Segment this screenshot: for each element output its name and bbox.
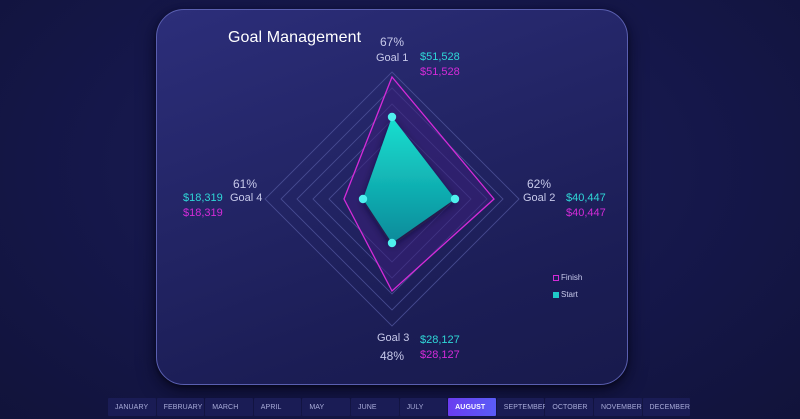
tab-march[interactable]: MARCH [205, 398, 253, 416]
tab-october[interactable]: OCTOBER [545, 398, 593, 416]
goal-4-percent: 61% [233, 177, 258, 191]
goal-3-start-value: $28,127 [420, 334, 460, 346]
goal-1-finish-value: $51,528 [420, 66, 460, 78]
goal-2-label: Goal 2 [523, 192, 556, 204]
tab-august[interactable]: AUGUST [448, 398, 496, 416]
tab-february[interactable]: FEBRUARY [156, 398, 205, 416]
tab-july[interactable]: JULY [399, 398, 448, 416]
goal-3-percent: 48% [380, 349, 405, 363]
finish-swatch-icon [553, 274, 559, 281]
page-title: Goal Management [228, 29, 362, 46]
tab-june[interactable]: JUNE [350, 398, 399, 416]
tab-april[interactable]: APRIL [253, 398, 302, 416]
goal-3-finish-value: $28,127 [420, 349, 460, 361]
goal-2-finish-value: $40,447 [566, 207, 606, 219]
tab-december[interactable]: DECEMBER [642, 398, 691, 416]
goal-2-start-value: $40,447 [566, 192, 606, 204]
legend-item-finish: Finish [553, 273, 582, 282]
goal-1-label: Goal 1 [376, 52, 409, 64]
start-swatch-icon [553, 291, 559, 298]
goal-4-finish-value: $18,319 [183, 207, 223, 219]
legend-finish-label: Finish [561, 273, 583, 282]
tab-november[interactable]: NOVEMBER [593, 398, 642, 416]
month-tabs: JANUARY FEBRUARY MARCH APRIL MAY JUNE JU… [108, 398, 691, 416]
goal-2-percent: 62% [527, 177, 552, 191]
goal-3-label: Goal 3 [377, 332, 410, 344]
legend-start-label: Start [561, 290, 578, 299]
tab-january[interactable]: JANUARY [108, 398, 156, 416]
goal-4-start-value: $18,319 [183, 192, 223, 204]
tab-september[interactable]: SEPTEMBER [496, 398, 548, 416]
goal-1-start-value: $51,528 [420, 51, 460, 63]
goal-1-percent: 67% [380, 35, 405, 49]
tab-may[interactable]: MAY [302, 398, 350, 416]
start-series-area [363, 117, 455, 243]
goal-4-label: Goal 4 [230, 192, 263, 204]
start-series-points [358, 112, 460, 248]
legend-item-start: Start [553, 290, 578, 299]
